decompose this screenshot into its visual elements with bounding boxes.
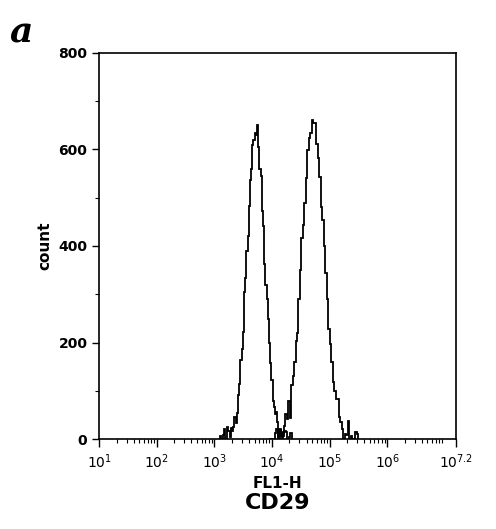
Text: CD29: CD29: [245, 493, 310, 513]
X-axis label: FL1-H: FL1-H: [253, 477, 303, 491]
Text: a: a: [10, 16, 33, 50]
Y-axis label: count: count: [38, 222, 53, 270]
